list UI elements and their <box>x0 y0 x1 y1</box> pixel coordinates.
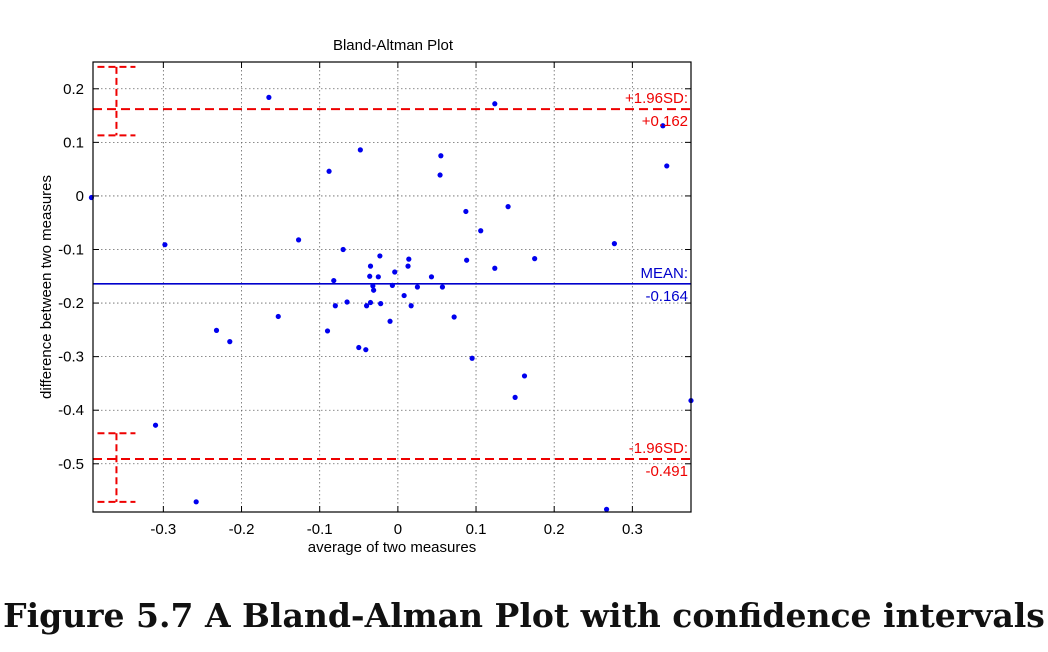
upper-limit-ci-bar <box>97 65 136 137</box>
data-points <box>88 94 694 512</box>
upper-limit-value: +0.162 <box>642 113 688 130</box>
upper-limit-label: +1.96SD: <box>625 90 688 107</box>
data-point <box>603 506 610 512</box>
data-point <box>512 394 518 400</box>
data-point <box>532 256 538 262</box>
data-point <box>660 123 666 129</box>
data-point <box>463 208 469 215</box>
data-point <box>464 257 470 263</box>
data-point <box>401 292 407 299</box>
data-point <box>406 256 412 262</box>
data-point <box>478 228 484 234</box>
data-point <box>332 303 338 309</box>
data-point <box>492 101 498 107</box>
data-point <box>363 347 369 353</box>
data-point <box>356 344 362 351</box>
figure-caption: Figure 5.7 A Bland-Alman Plot with confi… <box>3 596 1045 635</box>
y-tick-label: 0.1 <box>63 134 84 151</box>
data-point <box>389 282 395 288</box>
data-point <box>505 204 511 210</box>
plot-frame <box>92 61 692 513</box>
data-point <box>408 303 414 309</box>
data-point <box>438 153 444 159</box>
x-tick-label: -0.1 <box>307 521 333 538</box>
x-tick-label: -0.3 <box>150 521 176 538</box>
lower-limit-ci-bar <box>97 432 136 503</box>
data-point <box>295 237 302 243</box>
data-point <box>611 241 617 247</box>
x-tick-labels: -0.3 -0.2 -0.1 0 0.1 0.2 0.3 <box>150 521 642 538</box>
data-point <box>367 263 374 269</box>
x-tick-label: 0.2 <box>544 521 565 538</box>
data-point <box>375 274 381 280</box>
data-point <box>331 277 337 284</box>
data-point <box>367 299 374 306</box>
data-point <box>213 327 220 333</box>
y-tick-label: -0.1 <box>58 242 84 259</box>
y-axis-label: difference between two measures <box>38 175 55 399</box>
data-point <box>428 274 435 280</box>
data-point <box>469 355 475 361</box>
data-point <box>363 303 370 309</box>
y-tick-label: -0.3 <box>58 349 84 366</box>
mean-label: MEAN: <box>640 265 688 282</box>
data-point <box>492 265 498 271</box>
data-point <box>340 246 346 253</box>
data-point <box>371 287 377 293</box>
y-tick-label: 0 <box>76 188 84 205</box>
x-tick-label: 0.3 <box>622 521 643 538</box>
y-tick-label: -0.2 <box>58 295 84 312</box>
mean-value: -0.164 <box>645 288 688 305</box>
data-point <box>521 373 528 379</box>
data-point <box>405 263 411 269</box>
data-point <box>664 163 670 169</box>
x-axis-label: average of two measures <box>308 539 476 556</box>
data-point <box>324 328 331 334</box>
data-point <box>377 253 383 259</box>
data-point <box>326 168 332 174</box>
line-labels: +1.96SD: +0.162 MEAN: -0.164 -1.96SD: -0… <box>625 90 688 480</box>
data-point <box>378 301 384 307</box>
data-point <box>193 499 199 505</box>
data-point <box>152 422 159 428</box>
lower-limit-label: -1.96SD: <box>629 440 688 457</box>
data-point <box>387 318 393 324</box>
data-point <box>439 284 446 290</box>
data-point <box>344 299 350 305</box>
y-tick-label: 0.2 <box>63 81 84 98</box>
data-point <box>414 284 421 290</box>
data-point <box>275 313 281 320</box>
y-tick-labels: 0.2 0.1 0 -0.1 -0.2 -0.3 -0.4 -0.5 <box>58 81 84 473</box>
data-point <box>370 283 376 289</box>
data-point <box>357 147 363 153</box>
grid-lines <box>93 62 691 512</box>
data-point <box>392 269 398 275</box>
lower-limit-value: -0.491 <box>645 463 688 480</box>
data-point <box>437 172 443 178</box>
x-tick-label: 0.1 <box>466 521 487 538</box>
data-point <box>266 94 272 100</box>
x-tick-label: 0 <box>394 521 402 538</box>
data-point <box>367 273 373 279</box>
y-tick-label: -0.5 <box>58 456 84 473</box>
y-tick-label: -0.4 <box>58 402 84 419</box>
bland-altman-chart: Bland-Altman Plot 0.20.10-0.1-0.2-0.3-0.… <box>38 37 694 556</box>
data-point <box>227 339 233 345</box>
data-point <box>162 242 168 248</box>
x-tick-label: -0.2 <box>229 521 255 538</box>
chart-title: Bland-Altman Plot <box>333 37 454 54</box>
data-point <box>451 314 457 320</box>
